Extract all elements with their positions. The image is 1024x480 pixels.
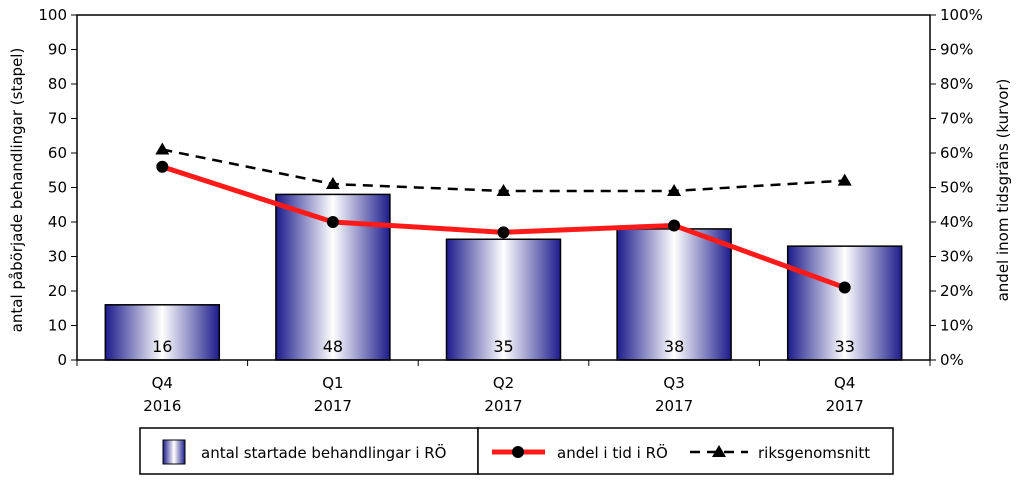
bar-value-label: 33: [835, 337, 855, 356]
legend: antal startade behandlingar i RÖ andel i …: [139, 427, 894, 475]
left-tick-label: 50: [48, 179, 67, 197]
legend-label-dashed-line: riksgenomsnitt: [758, 444, 870, 462]
legend-marker-circle: [512, 446, 524, 458]
x-category-label: Q4: [152, 374, 173, 392]
right-tick-label: 50%: [940, 179, 973, 197]
x-category-year: 2017: [314, 397, 352, 415]
x-category-label: Q3: [663, 374, 684, 392]
x-category-year: 2017: [655, 397, 693, 415]
series-point-1: [667, 183, 682, 196]
series-point-0: [156, 160, 169, 173]
right-tick-label: 30%: [940, 248, 973, 266]
bar-value-label: 48: [323, 337, 343, 356]
series-point-1: [837, 173, 852, 186]
bar-value-label: 16: [152, 337, 172, 356]
legend-marker-triangle: [712, 445, 726, 457]
x-category-label: Q4: [834, 374, 855, 392]
bar-value-label: 35: [493, 337, 513, 356]
right-tick-label: 20%: [940, 282, 973, 300]
left-tick-label: 40: [48, 213, 67, 231]
right-tick-label: 100%: [940, 6, 983, 24]
series-point-0: [497, 226, 510, 239]
bar-3: [616, 228, 732, 361]
left-tick-label: 10: [48, 317, 67, 335]
legend-swatch-bars: [162, 439, 186, 465]
legend-label-red-line: andel i tid i RÖ: [557, 443, 668, 462]
legend-box-bars: [139, 427, 479, 475]
left-tick-label: 80: [48, 75, 67, 93]
bar-0: [104, 304, 221, 361]
left-tick-label: 100: [38, 6, 67, 24]
right-tick-label: 70%: [940, 110, 973, 128]
series-point-0: [326, 216, 339, 228]
right-tick-label: 10%: [940, 317, 973, 335]
series-point-1: [155, 142, 170, 155]
legend-box-lines: [477, 427, 894, 475]
x-category-label: Q1: [322, 374, 343, 392]
right-tick-label: 40%: [940, 213, 973, 231]
series-point-0: [668, 219, 681, 232]
x-category-year: 2016: [143, 397, 181, 415]
left-tick-label: 30: [48, 248, 67, 266]
legend-label-bars: antal startade behandlingar i RÖ: [201, 443, 447, 462]
left-tick-label: 0: [57, 351, 67, 369]
bar-2: [445, 238, 562, 361]
left-axis-title: antal påbörjade behandlingar (stapel): [8, 48, 26, 333]
left-tick-label: 60: [48, 144, 67, 162]
left-tick-label: 20: [48, 282, 67, 300]
bar-4: [786, 245, 903, 361]
right-tick-label: 80%: [940, 75, 973, 93]
series-point-1: [496, 183, 511, 196]
right-tick-label: 60%: [940, 144, 973, 162]
x-category-year: 2017: [484, 397, 522, 415]
series-point-1: [325, 177, 340, 190]
series-point-0: [838, 281, 851, 294]
x-category-year: 2017: [826, 397, 864, 415]
x-category-label: Q2: [493, 374, 514, 392]
left-tick-label: 70: [48, 110, 67, 128]
right-axis-title: andel inom tidsgräns (kurvor): [994, 79, 1012, 302]
right-tick-label: 90%: [940, 41, 973, 59]
left-tick-label: 90: [48, 41, 67, 59]
bar-value-label: 38: [664, 337, 684, 356]
right-tick-label: 0%: [940, 351, 964, 369]
